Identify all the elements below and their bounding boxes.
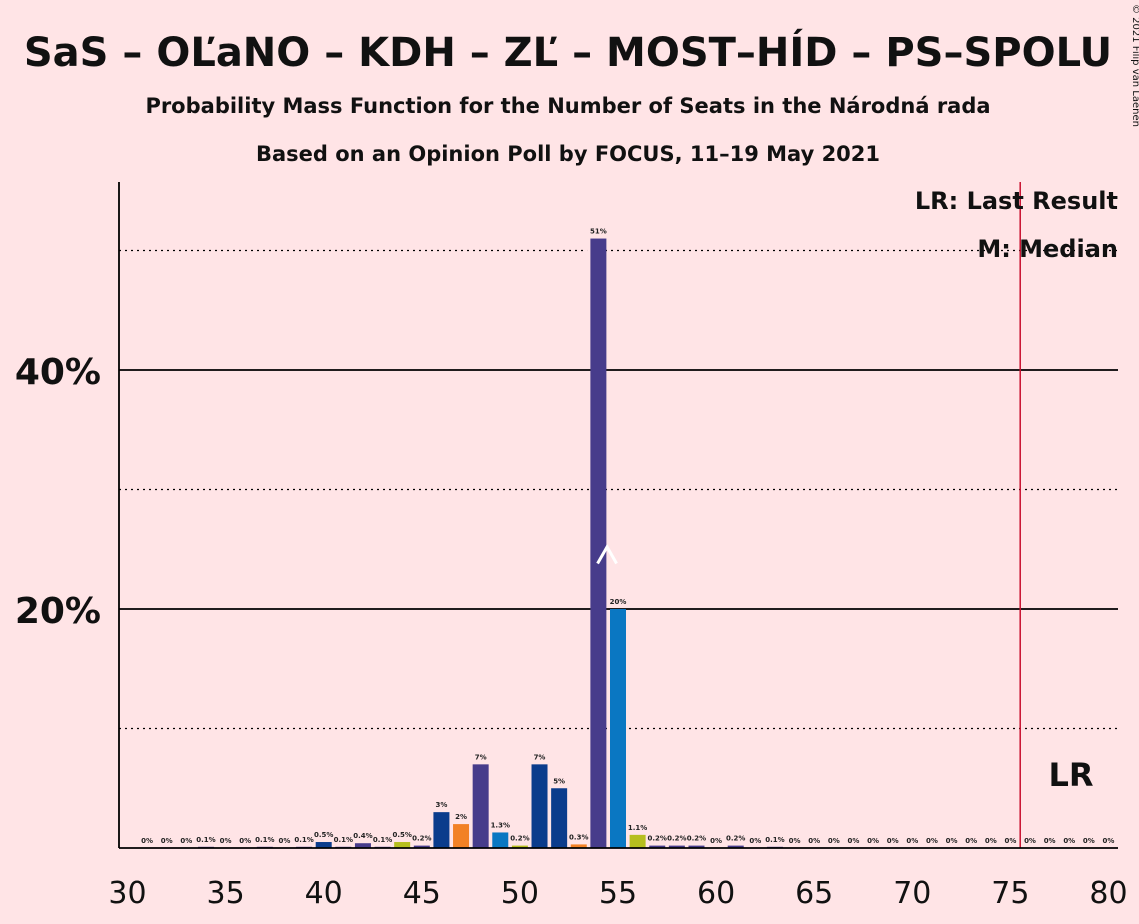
axes-group: 30 35 40 45 50 55 60 65 70 75 80 20% 40% (15, 182, 1128, 911)
bar-seats-48 (472, 764, 489, 848)
bar-seats-53 (570, 844, 587, 848)
bar-label-seats-44: 0.5% (392, 831, 411, 839)
bar-label-seats-34: 0.1% (196, 836, 215, 844)
y-tick-label-40: 40% (15, 352, 101, 393)
bar-label-seats-38: 0% (279, 837, 291, 845)
bar-label-seats-76: 0% (1024, 837, 1036, 845)
bars-group (197, 238, 783, 849)
bar-label-seats-52: 5% (553, 777, 565, 785)
median-marker (596, 543, 618, 565)
bar-seats-57 (649, 845, 666, 848)
bar-label-seats-65: 0% (808, 837, 820, 845)
x-tick-label-30: 30 (108, 876, 146, 911)
bar-label-seats-61: 0.2% (726, 835, 745, 843)
bar-label-seats-46: 3% (435, 801, 447, 809)
copyright-text: © 2021 Filip van Laenen (1130, 4, 1139, 127)
bar-label-seats-39: 0.1% (294, 836, 313, 844)
bar-label-seats-71: 0% (926, 837, 938, 845)
legend-median: M: Median (977, 235, 1118, 263)
bar-label-seats-77: 0% (1044, 837, 1056, 845)
bar-label-seats-67: 0% (847, 837, 859, 845)
bar-label-seats-73: 0% (965, 837, 977, 845)
bar-label-seats-70: 0% (906, 837, 918, 845)
x-tick-label-55: 55 (599, 876, 637, 911)
chart-subtitle-1: Probability Mass Function for the Number… (145, 94, 990, 118)
bar-seats-55 (610, 609, 626, 848)
bar-label-seats-55: 20% (610, 598, 627, 606)
bar-seats-59 (688, 845, 705, 848)
bar-label-seats-48: 7% (475, 753, 487, 761)
x-tick-label-60: 60 (697, 876, 735, 911)
bar-label-seats-36: 0% (239, 837, 251, 845)
x-tick-label-50: 50 (501, 876, 539, 911)
bar-label-seats-60: 0% (710, 837, 722, 845)
chart-title: SaS – OĽaNO – KDH – ZĽ – MOST–HÍD – PS–S… (24, 28, 1112, 76)
bar-label-seats-64: 0% (789, 837, 801, 845)
bar-label-seats-45: 0.2% (412, 835, 431, 843)
bar-label-seats-66: 0% (828, 837, 840, 845)
bar-label-seats-62: 0% (749, 837, 761, 845)
bar-label-seats-56: 1.1% (628, 824, 647, 832)
bar-seats-47 (453, 824, 470, 848)
y-tick-label-20: 20% (15, 591, 101, 632)
bar-label-seats-69: 0% (887, 837, 899, 845)
bar-label-seats-33: 0% (180, 837, 192, 845)
bar-labels-group: 0% 0% 0% 0.1% 0% 0% 0.1% 0% 0.1%0.5%0.1% 0.4% 0.1%… (141, 228, 1114, 845)
bar-seats-56 (629, 834, 646, 848)
x-tick-label-80: 80 (1089, 876, 1127, 911)
bar-seats-54 (590, 238, 607, 849)
bar-label-seats-49: 1.3% (491, 821, 510, 829)
bar-seats-50 (511, 845, 528, 848)
bar-label-seats-31: 0% (141, 837, 153, 845)
bar-label-seats-75: 0% (1004, 837, 1016, 845)
bar-label-seats-59: 0.2% (687, 835, 706, 843)
bar-seats-52 (551, 788, 568, 848)
bar-label-seats-51: 7% (534, 753, 546, 761)
bar-label-seats-53: 0.3% (569, 833, 588, 841)
bar-label-seats-72: 0% (946, 837, 958, 845)
bar-label-seats-54: 51% (590, 228, 607, 236)
bar-label-seats-79: 0% (1083, 837, 1095, 845)
bar-label-seats-74: 0% (985, 837, 997, 845)
bar-seats-49 (492, 832, 509, 848)
bar-label-seats-47: 2% (455, 813, 467, 821)
bar-label-seats-50: 0.2% (510, 835, 529, 843)
x-tick-label-35: 35 (207, 876, 245, 911)
bar-label-seats-32: 0% (161, 837, 173, 845)
x-tick-label-75: 75 (991, 876, 1029, 911)
bar-label-seats-37: 0.1% (255, 836, 274, 844)
chart-subtitle-2: Based on an Opinion Poll by FOCUS, 11–19… (256, 142, 880, 166)
bar-label-seats-41: 0.1% (334, 836, 353, 844)
x-tick-label-40: 40 (305, 876, 343, 911)
x-tick-label-45: 45 (403, 876, 441, 911)
legend-last-result: LR: Last Result (915, 187, 1118, 215)
bar-label-seats-40: 0.5% (314, 831, 333, 839)
lr-marker-label: LR (1048, 756, 1093, 794)
x-tick-label-65: 65 (795, 876, 833, 911)
median-marker-group (587, 236, 618, 565)
bar-seats-40 (315, 842, 332, 848)
bar-label-seats-63: 0.1% (765, 836, 784, 844)
bar-seats-51 (531, 764, 548, 848)
bar-label-seats-43: 0.1% (373, 836, 392, 844)
bar-seats-42 (354, 843, 371, 848)
bar-label-seats-57: 0.2% (648, 835, 667, 843)
bar-seats-44 (394, 842, 411, 848)
bar-label-seats-78: 0% (1063, 837, 1075, 845)
bar-seats-45 (413, 845, 430, 848)
bar-label-seats-68: 0% (867, 837, 879, 845)
bar-label-seats-80: 0% (1103, 837, 1115, 845)
x-tick-label-70: 70 (893, 876, 931, 911)
bar-seats-61 (727, 845, 744, 848)
bar-seats-58 (668, 845, 685, 848)
bar-label-seats-35: 0% (220, 837, 232, 845)
bar-label-seats-58: 0.2% (667, 835, 686, 843)
bar-seats-46 (433, 812, 450, 848)
bar-label-seats-42: 0.4% (353, 832, 372, 840)
